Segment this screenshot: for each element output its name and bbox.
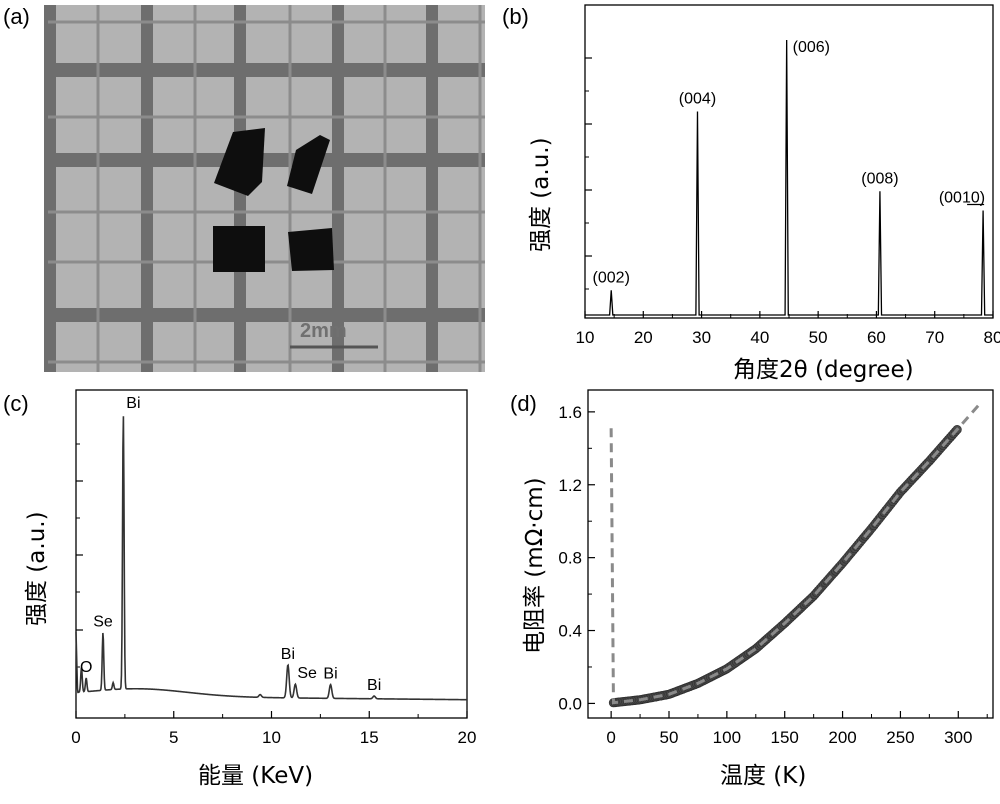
panel-a-label: (a) (3, 4, 30, 29)
xrd-x-ticks: 10 20 30 40 50 60 70 80 (576, 311, 1000, 347)
eds-x-tick-label: 0 (71, 728, 80, 747)
xrd-x-tick-label: 50 (809, 328, 828, 347)
xrd-x-tick-label: 80 (984, 328, 1000, 347)
resistivity-x-tick-label: 50 (660, 728, 679, 747)
eds-plot-frame (76, 390, 467, 718)
grid-major-hline-0 (48, 63, 485, 77)
grid-major-hline-2 (48, 308, 485, 322)
eds-x-tick-label: 10 (262, 728, 281, 747)
eds-element-label: Bi (367, 677, 381, 694)
resistivity-y-tick-label: 1.6 (558, 403, 582, 422)
eds-element-label: Bi (323, 666, 337, 683)
eds-y-ticks (76, 444, 83, 667)
xrd-peak-label: (008) (861, 170, 898, 187)
scale-bar-label: 2mm (300, 320, 347, 342)
xrd-x-tick-label: 30 (692, 328, 711, 347)
panel-b-label: (b) (502, 4, 529, 29)
resistivity-x-tick-label: 100 (713, 728, 741, 747)
resistivity-plot-frame (588, 390, 993, 718)
resistivity-x-tick-label: 0 (606, 728, 615, 747)
resistivity-y-tick-label: 0.8 (558, 549, 582, 568)
crystal-flake-4 (288, 228, 334, 271)
eds-element-label: Bi (126, 395, 140, 412)
resistivity-chart: 0 50 100 150 200 250 300 0.0 0.4 0.8 1.2 1.6 温度 (K… (522, 390, 993, 789)
eds-x-axis-label: 能量 (KeV) (198, 763, 313, 789)
crystal-flake-3 (213, 226, 265, 272)
resistivity-y-ticks: 0.0 0.4 0.8 1.2 1.6 (558, 403, 595, 714)
eds-x-tick-label: 5 (169, 728, 178, 747)
resistivity-x-ticks: 0 50 100 150 200 250 300 (606, 711, 987, 747)
panel-c-label: (c) (3, 391, 29, 416)
xrd-plot-frame (585, 5, 993, 318)
grid-major-hline-1 (48, 153, 485, 167)
xrd-pattern-line (585, 40, 993, 315)
resistivity-y-tick-label: 0.0 (558, 694, 582, 713)
xrd-y-ticks (585, 58, 592, 289)
eds-element-label: O (80, 659, 92, 676)
eds-spectrum-line (76, 416, 467, 699)
resistivity-fit-line (611, 405, 979, 703)
eds-element-label: Bi (281, 646, 295, 663)
eds-x-ticks: 0 5 10 15 20 (71, 711, 476, 747)
resistivity-x-tick-label: 200 (828, 728, 856, 747)
xrd-x-axis-label: 角度2θ (degree) (733, 357, 914, 383)
resistivity-y-tick-label: 1.2 (558, 476, 582, 495)
eds-element-label: Se (93, 613, 113, 630)
xrd-x-tick-label: 10 (576, 328, 595, 347)
eds-chart: 05101520 OSeBiBiSeBiBi 能量 (KeV) 强度 (a.u.… (24, 390, 476, 789)
xrd-x-tick-label: 70 (925, 328, 944, 347)
xrd-x-tick-label: 20 (634, 328, 653, 347)
xrd-x-tick-label: 40 (750, 328, 769, 347)
resistivity-data-points (609, 425, 961, 707)
xrd-chart: 1020304050607080 (002)(004)(006)(008)(00… (528, 5, 1000, 383)
crystal-photo: 2mm (44, 5, 485, 372)
resistivity-x-tick-label: 150 (771, 728, 799, 747)
xrd-x-tick-label: 60 (867, 328, 886, 347)
resistivity-y-tick-label: 0.4 (558, 622, 582, 641)
resistivity-x-tick-label: 300 (944, 728, 972, 747)
eds-x-tick-label: 20 (458, 728, 477, 747)
resistivity-x-axis-label: 温度 (K) (720, 763, 806, 789)
resistivity-x-tick-label: 250 (886, 728, 914, 747)
eds-element-label: Se (297, 665, 317, 682)
xrd-peak-label: (002) (593, 269, 630, 286)
eds-y-axis-label: 强度 (a.u.) (24, 511, 50, 626)
panel-d-label: (d) (510, 391, 537, 416)
xrd-peak-labels: (002)(004)(006)(008)(0010) (593, 39, 986, 286)
xrd-peak-label: (004) (679, 91, 716, 108)
resistivity-y-axis-label: 电阻率 (mΩ·cm) (522, 477, 548, 654)
xrd-y-axis-label: 强度 (a.u.) (528, 137, 554, 252)
eds-x-tick-label: 15 (360, 728, 379, 747)
xrd-peak-label: (006) (793, 39, 830, 56)
